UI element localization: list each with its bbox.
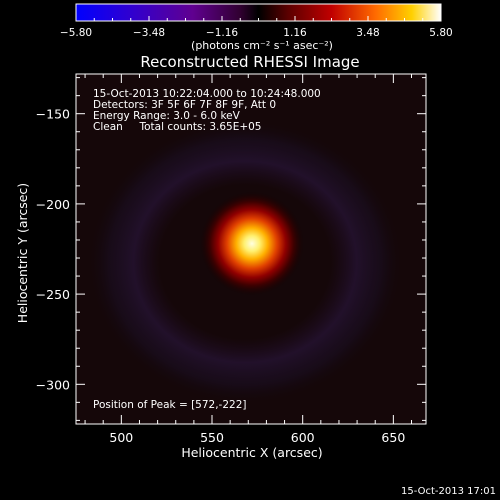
detectors-label: Detectors: 3F 5F 6F 7F 8F 9F, Att 0 [93, 99, 276, 111]
x-tick-label: 500 [109, 430, 133, 445]
colorbar-ticks: −5.80 −3.48 −1.16 1.16 3.48 5.80 [60, 16, 453, 39]
x-tick-label: 650 [381, 430, 405, 445]
colorbar: −5.80 −3.48 −1.16 1.16 3.48 5.80 (photons cm⁻… [60, 3, 453, 52]
colorbar-tick-label: 1.16 [283, 27, 307, 39]
x-tick-label: 550 [200, 430, 224, 445]
axis-ticks: 500 550 600 650 −150 −200 −250 −300 [36, 74, 426, 445]
colorbar-tick-label: −1.16 [206, 27, 238, 39]
colorbar-tick-label: −5.80 [60, 27, 92, 39]
colorbar-unit-label: (photons cm⁻² s⁻¹ asec⁻²) [191, 39, 333, 52]
peak-position-label: Position of Peak = [572,-222] [93, 399, 247, 411]
colorbar-tick-label: 3.48 [356, 27, 379, 39]
annotations: 15-Oct-2013 10:22:04.000 to 10:24:48.000… [93, 88, 321, 411]
plot-frame [75, 73, 427, 425]
time-range-label: 15-Oct-2013 10:22:04.000 to 10:24:48.000 [93, 88, 321, 100]
y-tick-label: −250 [36, 287, 70, 302]
peak-source [199, 191, 304, 296]
y-axis-label: Heliocentric Y (arcsec) [15, 183, 30, 323]
y-tick-label: −200 [36, 197, 70, 212]
clean-counts-label: Clean Total counts: 3.65E+05 [93, 121, 262, 133]
chart-title: Reconstructed RHESSI Image [140, 53, 359, 71]
colorbar-tick-label: 5.80 [429, 27, 452, 39]
x-tick-label: 600 [291, 430, 315, 445]
y-tick-label: −300 [36, 377, 70, 392]
energy-range-label: Energy Range: 3.0 - 6.0 keV [93, 110, 241, 122]
plot-area: 500 550 600 650 −150 −200 −250 −300 [36, 73, 427, 445]
timestamp: 15-Oct-2013 17:01 [401, 486, 496, 497]
colorbar-tick-label: −3.48 [133, 27, 165, 39]
y-tick-label: −150 [36, 107, 70, 122]
x-axis-label: Heliocentric X (arcsec) [181, 445, 322, 460]
